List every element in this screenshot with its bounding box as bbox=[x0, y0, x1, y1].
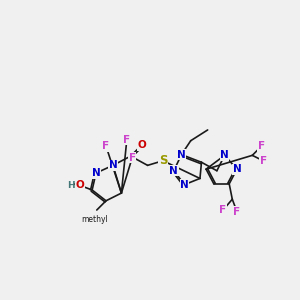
Text: N: N bbox=[169, 166, 178, 176]
Text: N: N bbox=[232, 164, 241, 174]
Text: ·: · bbox=[72, 178, 76, 192]
Text: S: S bbox=[159, 154, 167, 167]
Text: F: F bbox=[220, 205, 226, 215]
Text: F: F bbox=[260, 156, 267, 166]
Text: O: O bbox=[76, 180, 84, 190]
Text: N: N bbox=[109, 160, 117, 170]
Text: methyl: methyl bbox=[81, 215, 108, 224]
Text: F: F bbox=[258, 141, 265, 151]
Text: N: N bbox=[220, 150, 229, 160]
Text: F: F bbox=[123, 135, 130, 145]
Text: H: H bbox=[68, 181, 75, 190]
Text: F: F bbox=[233, 207, 241, 217]
Text: N: N bbox=[177, 150, 186, 160]
Text: F: F bbox=[129, 153, 136, 163]
Text: F: F bbox=[102, 141, 110, 151]
Text: N: N bbox=[180, 180, 189, 190]
Text: N: N bbox=[92, 168, 100, 178]
Text: O: O bbox=[137, 140, 146, 150]
